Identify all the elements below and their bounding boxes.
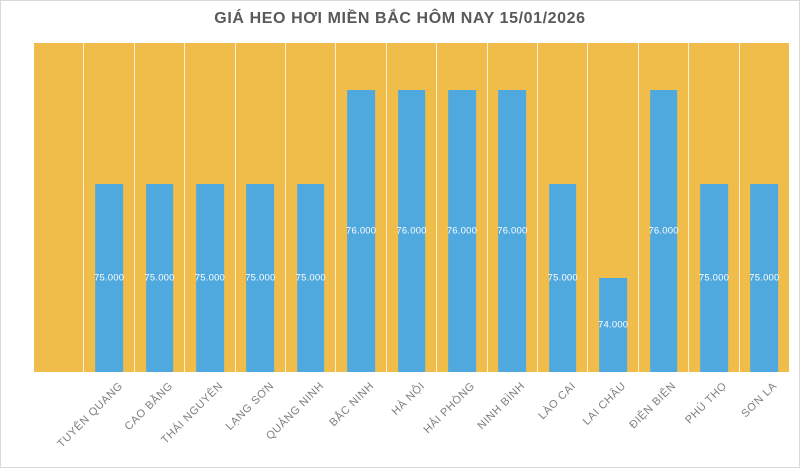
bar-lai-châu: 74.000 xyxy=(598,278,629,372)
category-column: 76.000 xyxy=(436,43,486,372)
x-axis-label-cao-bằng: CAO BẰNG xyxy=(122,380,176,433)
x-axis-label-phú-thọ: PHÚ THỌ xyxy=(682,380,729,427)
bar-value-label: 76.000 xyxy=(497,225,528,237)
category-column: 75.000 xyxy=(285,43,335,372)
bar-value-label: 76.000 xyxy=(396,225,427,237)
bar-value-label: 75.000 xyxy=(245,272,276,284)
x-axis-label-sơn-la: SƠN LA xyxy=(739,380,780,421)
bar-value-label: 75.000 xyxy=(547,272,578,284)
bar-value-label: 74.000 xyxy=(598,319,629,331)
category-column: 75.000 xyxy=(537,43,587,372)
bar-quảng-ninh: 75.000 xyxy=(295,184,326,372)
category-column: 76.000 xyxy=(637,43,688,372)
bar-điện-biên: 76.000 xyxy=(648,90,679,372)
bar-cao-bằng: 75.000 xyxy=(144,184,175,372)
x-axis-label-bắc-ninh: BẮC NINH xyxy=(327,380,377,430)
bar-hải-phòng: 76.000 xyxy=(446,90,478,372)
category-column: 75.000 xyxy=(184,43,234,372)
x-axis-label-ninh-bình: NINH BÌNH xyxy=(475,380,528,433)
bar-phú-thọ: 75.000 xyxy=(698,184,730,372)
x-axis-label-lai-châu: LAI CHÂU xyxy=(580,380,629,428)
chart-title: GIÁ HEO HƠI MIỀN BẮC HÔM NAY 15/01/2026 xyxy=(214,10,586,27)
empty-category-column xyxy=(34,43,83,372)
x-axis-label-thái-nguyên: THÁI NGUYÊN xyxy=(159,380,226,447)
bar-thái-nguyên: 75.000 xyxy=(194,184,226,372)
bar-value-label: 75.000 xyxy=(295,272,326,284)
category-column: 76.000 xyxy=(486,43,537,372)
bar-value-label: 76.000 xyxy=(346,225,377,237)
bar-bắc-ninh: 76.000 xyxy=(346,90,377,372)
category-column: 75.000 xyxy=(738,43,789,372)
x-axis-label-lào-cai: LÀO CAI xyxy=(535,380,578,423)
plot-area: 75.000 75.000 75.000 75.000 75.000 76.000 76.0… xyxy=(34,43,789,372)
x-axis-label-hải-phòng: HẢI PHÒNG xyxy=(421,380,478,436)
bar-value-label: 76.000 xyxy=(446,225,478,237)
category-column: 76.000 xyxy=(385,43,436,372)
bar-hà-nội: 76.000 xyxy=(396,90,427,372)
category-column: 75.000 xyxy=(83,43,133,372)
x-axis-label-quảng-ninh: QUẢNG NINH xyxy=(263,380,327,443)
bar-tuyên-quang: 75.000 xyxy=(93,184,125,372)
category-column: 75.000 xyxy=(688,43,738,372)
bar-ninh-bình: 76.000 xyxy=(497,90,528,372)
x-axis-label-điện-biên: ĐIỆN BIÊN xyxy=(627,380,679,432)
bar-value-label: 76.000 xyxy=(648,225,679,237)
bar-value-label: 75.000 xyxy=(144,272,175,284)
x-axis-label-lạng-sơn: LẠNG SƠN xyxy=(223,380,276,433)
category-column: 75.000 xyxy=(133,43,184,372)
x-axis-label-tuyên-quang: TUYÊN QUANG xyxy=(54,380,125,451)
bar-sơn-la: 75.000 xyxy=(749,184,780,372)
bar-value-label: 75.000 xyxy=(698,272,730,284)
category-column: 76.000 xyxy=(335,43,385,372)
bar-value-label: 75.000 xyxy=(749,272,780,284)
x-axis-label-hà-nội: HÀ NỘI xyxy=(389,380,427,418)
bar-value-label: 75.000 xyxy=(93,272,125,284)
category-column: 75.000 xyxy=(234,43,285,372)
category-column: 74.000 xyxy=(587,43,637,372)
bar-value-label: 75.000 xyxy=(194,272,226,284)
bar-lào-cai: 75.000 xyxy=(547,184,578,372)
bar-lạng-sơn: 75.000 xyxy=(245,184,276,372)
